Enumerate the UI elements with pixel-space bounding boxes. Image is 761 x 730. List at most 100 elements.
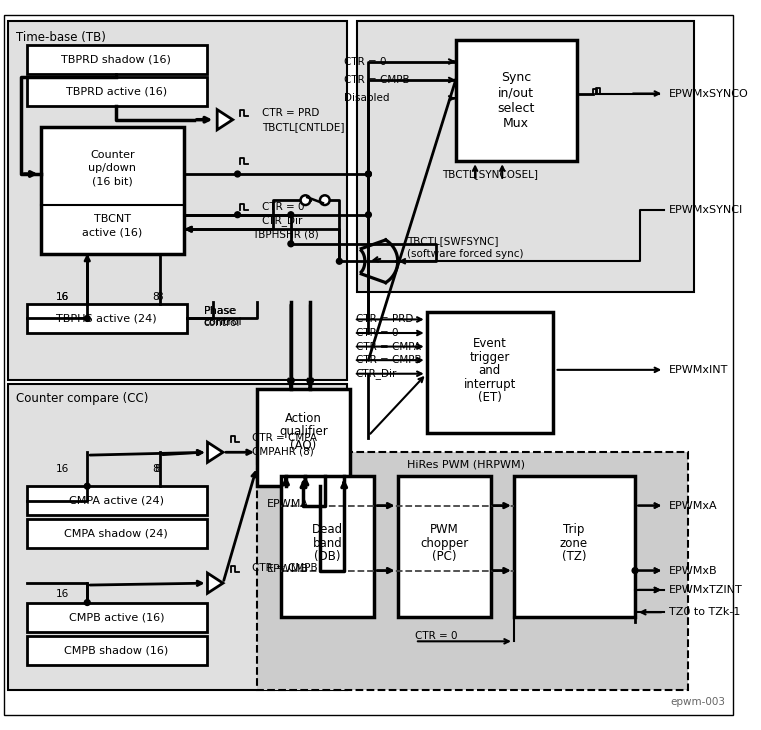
Text: 16: 16	[56, 589, 68, 599]
Text: trigger: trigger	[470, 350, 510, 364]
Bar	[27, 45, 206, 74]
Text: CTR = PRD: CTR = PRD	[262, 108, 319, 118]
Text: CMPA shadow (24): CMPA shadow (24)	[65, 529, 168, 539]
Text: Mux: Mux	[503, 117, 529, 130]
Text: (software forced sync): (software forced sync)	[407, 250, 524, 259]
Text: CTR_Dir: CTR_Dir	[356, 368, 397, 379]
Text: CTR = CMPB: CTR = CMPB	[356, 356, 422, 365]
Text: chopper: chopper	[420, 537, 468, 550]
Text: (PC): (PC)	[431, 550, 457, 564]
Text: 8: 8	[154, 464, 161, 474]
Text: TBCTL[SYNCOSEL]: TBCTL[SYNCOSEL]	[441, 169, 537, 179]
Bar	[27, 304, 187, 333]
Text: select: select	[497, 101, 534, 115]
Bar	[281, 477, 374, 617]
Circle shape	[365, 171, 371, 177]
Text: up/down: up/down	[88, 164, 136, 173]
Text: (16 bit): (16 bit)	[92, 177, 133, 187]
Text: CTR = CMPA: CTR = CMPA	[356, 342, 421, 352]
Bar	[514, 477, 635, 617]
Bar	[41, 128, 184, 253]
Text: HiRes PWM (HRPWM): HiRes PWM (HRPWM)	[407, 459, 525, 469]
Text: CTR = 0: CTR = 0	[344, 56, 387, 66]
Text: in/out: in/out	[498, 86, 533, 99]
Text: TBPHSHR (8): TBPHSHR (8)	[252, 229, 319, 239]
Text: 16: 16	[56, 292, 68, 302]
Text: (AQ): (AQ)	[291, 439, 317, 452]
Text: TBPHS active (24): TBPHS active (24)	[56, 313, 157, 323]
Text: TBPRD active (16): TBPRD active (16)	[65, 87, 167, 96]
Text: CTR = PRD: CTR = PRD	[356, 315, 413, 324]
Circle shape	[84, 483, 90, 489]
Bar	[27, 602, 206, 631]
Text: EPWMxSYNCO: EPWMxSYNCO	[669, 88, 749, 99]
Text: CTR = 0: CTR = 0	[415, 631, 457, 642]
Bar	[27, 77, 206, 106]
Text: 8: 8	[151, 292, 158, 302]
Text: Dead: Dead	[312, 523, 343, 537]
Text: EPWMB: EPWMB	[266, 564, 309, 574]
Bar	[27, 486, 206, 515]
Text: interrupt: interrupt	[463, 378, 516, 391]
Text: EPWMxINT: EPWMxINT	[669, 365, 728, 374]
Circle shape	[234, 171, 240, 177]
Text: 16: 16	[56, 292, 68, 302]
Circle shape	[84, 315, 90, 321]
Bar	[456, 40, 577, 161]
Circle shape	[365, 212, 371, 218]
Text: Disabled: Disabled	[344, 93, 390, 104]
Circle shape	[365, 171, 371, 177]
Text: CMPB active (16): CMPB active (16)	[68, 612, 164, 622]
Bar	[27, 636, 206, 664]
Text: 8: 8	[151, 464, 158, 474]
Text: Phase: Phase	[204, 306, 234, 315]
Text: (ET): (ET)	[478, 391, 501, 404]
Polygon shape	[208, 442, 223, 462]
Bar	[257, 389, 350, 486]
Polygon shape	[208, 573, 223, 593]
Circle shape	[336, 258, 342, 264]
Text: band: band	[313, 537, 342, 550]
Text: PWM: PWM	[430, 523, 458, 537]
Bar	[357, 21, 694, 292]
Text: Phase: Phase	[204, 306, 237, 315]
Circle shape	[288, 241, 294, 247]
Circle shape	[84, 599, 90, 605]
Text: TZ0 to TZk-1: TZ0 to TZk-1	[669, 607, 740, 618]
Text: Trip: Trip	[563, 523, 584, 537]
Text: TBCNT: TBCNT	[94, 214, 131, 223]
Bar	[397, 477, 491, 617]
Text: EPWMxB: EPWMxB	[669, 566, 718, 575]
Text: EPWMxA: EPWMxA	[669, 501, 718, 510]
Text: CTR_Dir: CTR_Dir	[262, 215, 303, 226]
Circle shape	[632, 568, 638, 574]
Polygon shape	[217, 110, 233, 130]
Text: EPWMA: EPWMA	[266, 499, 309, 509]
Text: CTR = CMPB: CTR = CMPB	[344, 75, 410, 85]
Text: Time-base (TB): Time-base (TB)	[15, 31, 105, 44]
Text: CMPA active (24): CMPA active (24)	[68, 496, 164, 506]
Text: TBPRD shadow (16): TBPRD shadow (16)	[62, 55, 171, 64]
Text: TBCTL[CNTLDE]: TBCTL[CNTLDE]	[262, 123, 344, 132]
Text: Counter: Counter	[90, 150, 135, 160]
Text: control: control	[204, 318, 242, 327]
Text: Counter compare (CC): Counter compare (CC)	[15, 392, 148, 405]
Circle shape	[301, 196, 310, 205]
Bar	[427, 312, 552, 433]
Circle shape	[234, 212, 240, 218]
Text: Action: Action	[285, 412, 322, 425]
Bar	[27, 519, 206, 548]
Text: epwm-003: epwm-003	[670, 697, 725, 707]
Text: TBCTL[SWFSYNC]: TBCTL[SWFSYNC]	[407, 236, 498, 246]
Text: active (16): active (16)	[82, 227, 142, 237]
Text: EPWMxTZINT: EPWMxTZINT	[669, 585, 743, 595]
Bar	[8, 21, 347, 380]
Text: zone: zone	[560, 537, 588, 550]
Text: Event: Event	[473, 337, 507, 350]
Text: CTR = CMPA: CTR = CMPA	[252, 433, 317, 442]
Text: 16: 16	[56, 464, 68, 474]
Text: control: control	[204, 318, 240, 328]
Text: qualifier: qualifier	[279, 426, 328, 439]
Text: and: and	[479, 364, 501, 377]
Circle shape	[320, 196, 330, 205]
